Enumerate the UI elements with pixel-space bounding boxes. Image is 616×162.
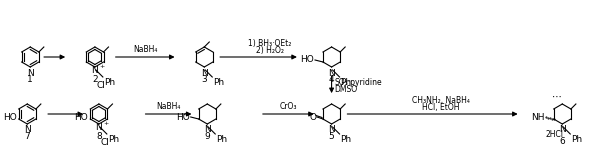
Text: N: N: [328, 69, 335, 77]
Text: HO: HO: [75, 112, 88, 122]
Text: SO₃·pyridine: SO₃·pyridine: [334, 78, 382, 87]
Text: 2) H₂O₂: 2) H₂O₂: [256, 46, 284, 55]
Text: HCl, EtOH: HCl, EtOH: [422, 103, 460, 112]
Text: N: N: [27, 69, 34, 77]
Text: 5: 5: [329, 132, 334, 141]
Text: Ph: Ph: [571, 135, 582, 144]
Text: O: O: [309, 112, 316, 122]
Text: CH₃NH₂, NaBH₄: CH₃NH₂, NaBH₄: [412, 96, 470, 105]
Text: 7: 7: [25, 132, 30, 141]
Text: 2: 2: [92, 75, 98, 84]
Text: NaBH₄: NaBH₄: [133, 45, 157, 54]
Text: ⋯: ⋯: [551, 92, 561, 102]
Text: Cl: Cl: [101, 138, 110, 147]
Text: 2HCl: 2HCl: [545, 130, 564, 139]
Text: +: +: [103, 121, 108, 126]
Text: N: N: [559, 126, 565, 134]
Text: Ph: Ph: [108, 135, 119, 144]
Text: DMSO: DMSO: [334, 85, 358, 94]
Text: N: N: [204, 126, 211, 134]
Text: NH: NH: [531, 112, 545, 122]
Text: 4: 4: [329, 75, 334, 84]
Text: 9: 9: [205, 132, 210, 141]
Text: HO: HO: [3, 112, 17, 122]
Text: 1) BH₃·OEt₂: 1) BH₃·OEt₂: [248, 39, 291, 48]
Text: Cl: Cl: [97, 81, 106, 90]
Text: Ph: Ph: [216, 135, 227, 144]
Text: +: +: [99, 64, 104, 69]
Text: Ph: Ph: [341, 78, 352, 87]
Text: 6: 6: [559, 137, 565, 146]
Text: N: N: [201, 69, 208, 77]
Text: 3: 3: [201, 75, 207, 84]
Text: CrO₃: CrO₃: [280, 102, 297, 111]
Text: HO: HO: [176, 112, 190, 122]
Text: NaBH₄: NaBH₄: [156, 102, 180, 111]
Text: 8: 8: [96, 132, 102, 141]
Text: N: N: [24, 126, 31, 134]
Text: 1: 1: [27, 75, 33, 84]
Text: Ph: Ph: [104, 78, 115, 87]
Text: N: N: [328, 126, 335, 134]
Text: Ph: Ph: [213, 78, 224, 87]
Text: HO: HO: [300, 56, 314, 64]
Text: N: N: [95, 123, 102, 132]
Text: N: N: [92, 66, 99, 75]
Text: Ph: Ph: [341, 135, 352, 144]
